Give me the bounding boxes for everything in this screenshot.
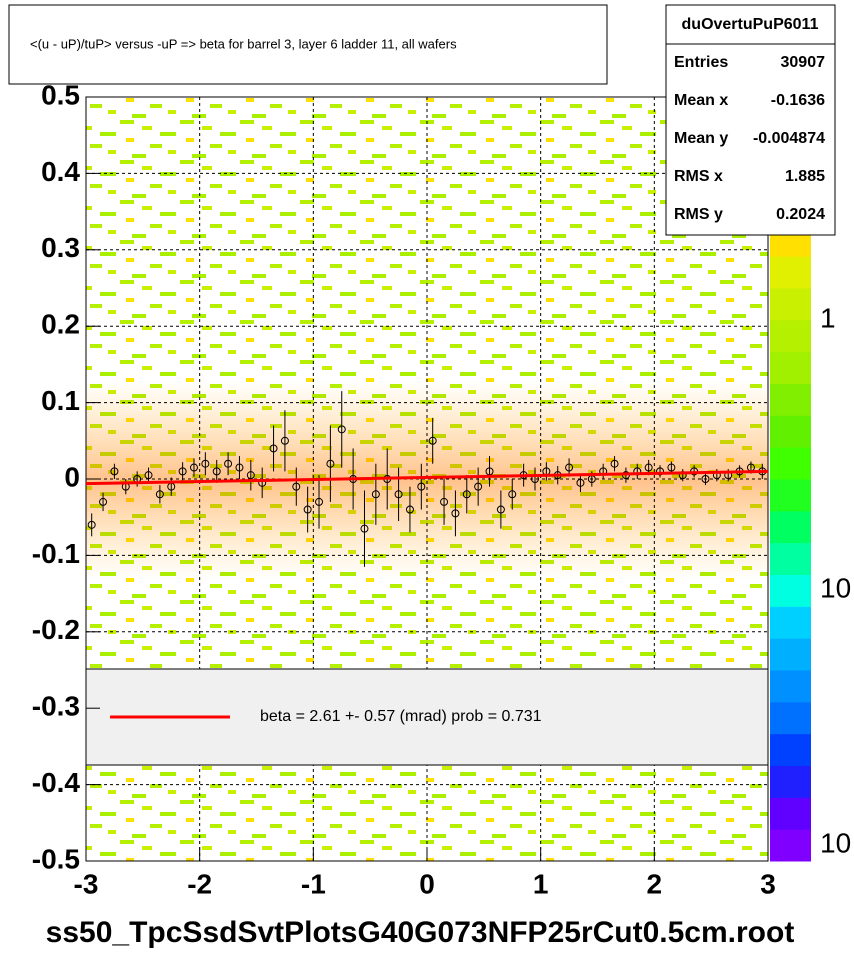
x-tick-label: 1: [533, 868, 549, 899]
profile-point: [303, 505, 312, 514]
profile-point: [565, 463, 574, 472]
colorbar-cell: [770, 638, 811, 671]
profile-point: [155, 490, 164, 499]
colorbar-cell: [770, 733, 811, 766]
stats-value: 1.885: [785, 168, 825, 185]
colorbar-cell: [770, 383, 811, 416]
y-tick-label: 0.3: [41, 232, 80, 263]
stats-value: 0.2024: [776, 206, 825, 223]
stats-value: -0.004874: [753, 130, 825, 147]
colorbar-cell: [770, 606, 811, 639]
colorbar-cell: [770, 797, 811, 830]
y-tick-label: 0.4: [41, 156, 80, 187]
stats-label: RMS y: [674, 206, 723, 223]
colorbar-cell: [770, 574, 811, 607]
profile-point: [99, 497, 108, 506]
colorbar-cell: [770, 510, 811, 544]
stats-label: Mean y: [674, 130, 728, 147]
x-tick-label: 0: [419, 868, 435, 899]
stats-name: duOvertuPuP6011: [682, 16, 819, 33]
colorbar-cell: [770, 765, 811, 798]
profile-point: [280, 436, 289, 445]
profile-point: [610, 459, 619, 468]
colorbar-cell: [770, 351, 811, 384]
fit-line: [85, 469, 769, 486]
profile-point: [246, 471, 255, 480]
colorbar-cell: [770, 829, 811, 862]
profile-point: [110, 467, 119, 476]
profile-point: [212, 467, 221, 476]
colorbar-cell: [770, 256, 811, 289]
heatmap-core: [86, 380, 768, 580]
stats-label: RMS x: [674, 168, 723, 185]
profile-point: [462, 490, 471, 499]
x-tick-label: -3: [74, 868, 99, 899]
y-tick-label: -0.3: [32, 691, 80, 722]
profile-point: [701, 475, 710, 483]
profile-point: [144, 471, 153, 480]
y-tick-label: 0.2: [41, 309, 80, 340]
colorbar-cell: [770, 288, 811, 321]
stats-label: Entries: [674, 54, 728, 71]
profile-point: [360, 524, 369, 533]
chart-title: <(u - uP)/tuP> versus -uP => beta for ba…: [30, 36, 457, 51]
profile-point: [337, 425, 346, 434]
profile-point: [417, 482, 426, 491]
y-tick-label: -0.1: [32, 538, 80, 569]
profile-point: [224, 459, 233, 468]
colorbar-cell: [770, 319, 811, 353]
stats-value: 30907: [781, 54, 826, 71]
profile-point: [371, 490, 380, 499]
footer: ss50_TpcSsdSvtPlotsG40G073NFP25rCut0.5cm…: [46, 916, 795, 949]
colorbar-label: 10: [820, 827, 851, 858]
colorbar-label: 10: [820, 572, 851, 603]
profile-point: [656, 467, 665, 476]
y-tick-label: -0.5: [32, 843, 80, 874]
stats-label: Mean x: [674, 92, 728, 109]
profile-point: [292, 482, 301, 491]
title-box: [8, 4, 608, 85]
profile-point: [201, 459, 210, 468]
profile-point: [428, 436, 437, 445]
x-tick-label: 2: [647, 868, 663, 899]
profile-point: [269, 444, 278, 453]
profile-point: [576, 478, 585, 487]
profile-point: [667, 463, 676, 472]
y-tick-label: 0.1: [41, 385, 80, 416]
profile-point: [474, 482, 483, 491]
profile-point: [178, 467, 187, 476]
profile-point: [644, 463, 653, 472]
y-tick-label: 0.5: [41, 79, 80, 110]
x-tick-label: 3: [760, 868, 776, 899]
x-tick-label: -2: [187, 868, 212, 899]
profile-point: [394, 490, 403, 499]
stats-value: -0.1636: [771, 92, 825, 109]
y-tick-label: 0: [64, 461, 80, 492]
y-tick-label: -0.2: [32, 614, 80, 645]
colorbar-cell: [770, 415, 811, 448]
x-tick-label: -1: [301, 868, 326, 899]
profile-point: [440, 497, 449, 506]
stats-box: [665, 4, 836, 236]
profile-point: [496, 505, 505, 514]
profile-point: [87, 520, 96, 529]
colorbar-label: 1: [820, 302, 836, 333]
profile-point: [315, 497, 324, 506]
y-tick-label: -0.4: [32, 767, 81, 798]
colorbar-cell: [770, 670, 811, 703]
colorbar-cell: [770, 447, 811, 480]
profile-point: [405, 505, 414, 514]
profile-point: [451, 509, 460, 518]
profile-point: [235, 463, 244, 472]
colorbar-cell: [770, 479, 811, 512]
colorbar-cell: [770, 542, 811, 575]
profile-point: [508, 490, 517, 499]
colorbar-cell: [770, 701, 811, 735]
profile-point: [189, 463, 198, 472]
profile-point: [326, 459, 335, 468]
legend-label: beta = 2.61 +- 0.57 (mrad) prob = 0.731: [260, 708, 542, 725]
